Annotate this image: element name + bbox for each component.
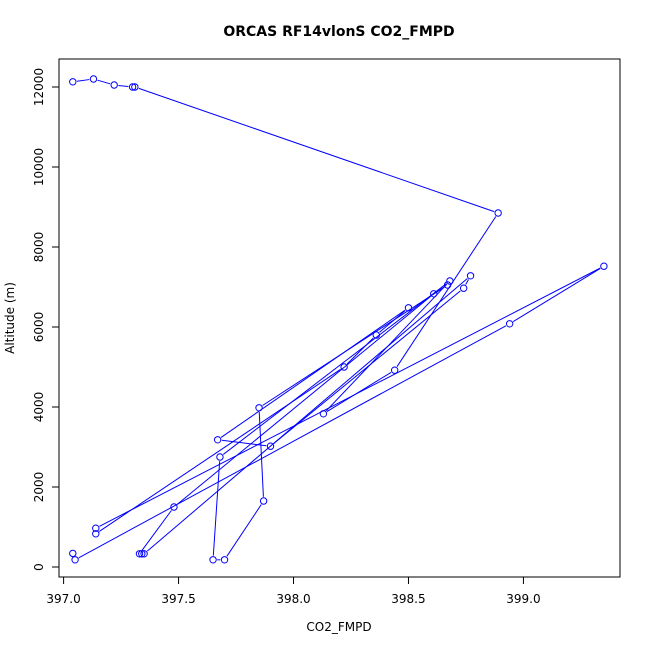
series-segment	[220, 309, 406, 438]
series-segment	[146, 278, 468, 552]
series-segment	[98, 368, 341, 532]
data-point	[404, 304, 413, 312]
series-segment	[512, 267, 601, 323]
series-segment	[176, 296, 431, 505]
series-segment	[138, 87, 495, 213]
plot-frame	[58, 58, 621, 578]
series-layer	[69, 75, 608, 564]
series-segment	[76, 79, 90, 82]
series-segment	[465, 279, 469, 285]
data-point	[466, 272, 475, 280]
data-point	[69, 78, 77, 86]
data-point	[600, 262, 608, 270]
x-tick-label: 397.5	[161, 592, 195, 606]
x-tick-label: 397.0	[46, 592, 80, 606]
y-axis: 0 2000 4000 6000 8000 10000 12000	[32, 68, 60, 571]
data-point	[69, 549, 77, 558]
series-segment	[141, 510, 172, 551]
data-point	[505, 320, 514, 328]
y-tick-label: 0	[32, 563, 46, 571]
series-segment	[396, 216, 497, 367]
data-point	[372, 331, 380, 339]
series-segment	[99, 267, 601, 527]
data-point	[390, 366, 399, 374]
data-point	[209, 556, 217, 564]
data-point	[443, 281, 452, 289]
data-point	[128, 83, 137, 91]
data-point	[170, 503, 178, 511]
series-segment	[379, 310, 406, 333]
data-point	[140, 550, 148, 558]
series-segment	[226, 504, 262, 557]
data-point	[430, 290, 438, 298]
series-segment	[212, 461, 221, 556]
data-point	[459, 284, 468, 292]
data-point	[494, 209, 502, 217]
data-point	[131, 83, 139, 91]
x-tick-label: 398.5	[391, 592, 425, 606]
data-point	[446, 277, 454, 285]
data-point	[216, 453, 224, 461]
data-point	[319, 410, 328, 418]
x-axis-label: CO2_FMPD	[306, 620, 371, 634]
data-point	[213, 436, 222, 444]
y-tick-label: 10000	[32, 148, 46, 186]
y-tick-label: 12000	[32, 68, 46, 106]
y-tick-label: 6000	[32, 312, 46, 343]
chart-title: ORCAS RF14vlonS CO2_FMPD	[223, 24, 454, 40]
series-segment	[221, 439, 267, 447]
data-point	[255, 404, 263, 412]
data-point	[340, 363, 348, 371]
series-segment	[346, 337, 374, 365]
series-segment	[78, 325, 507, 559]
y-tick-label: 4000	[32, 392, 46, 423]
x-axis: 397.0 397.5 398.0 398.5 399.0	[46, 576, 541, 606]
y-tick-label: 8000	[32, 232, 46, 263]
series-segment	[222, 283, 447, 455]
data-point	[138, 550, 146, 558]
data-point	[266, 442, 275, 450]
series-segment	[97, 79, 111, 85]
data-point	[220, 556, 229, 564]
data-point	[71, 556, 79, 564]
data-point	[135, 550, 144, 558]
data-point	[110, 81, 118, 89]
data-point	[92, 524, 100, 532]
data-point	[259, 497, 268, 505]
series-segment	[437, 286, 445, 292]
series-segment	[273, 290, 461, 444]
data-point	[92, 530, 100, 538]
data-point	[89, 75, 98, 83]
x-tick-label: 399.0	[506, 592, 540, 606]
y-tick-label: 2000	[32, 472, 46, 503]
y-axis-label: Altitude (m)	[3, 282, 17, 354]
x-tick-label: 398.0	[276, 592, 310, 606]
series-segment	[118, 84, 129, 88]
